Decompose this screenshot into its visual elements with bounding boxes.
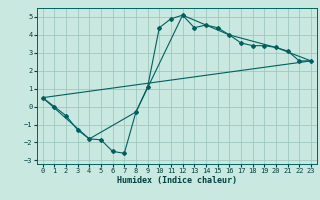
X-axis label: Humidex (Indice chaleur): Humidex (Indice chaleur) bbox=[117, 176, 237, 185]
